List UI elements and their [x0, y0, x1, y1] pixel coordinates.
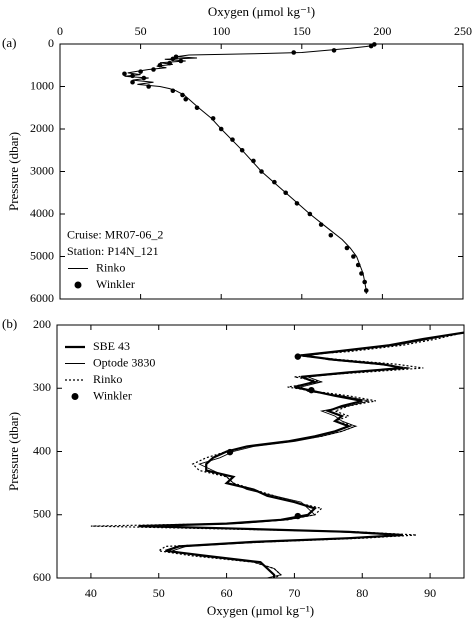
data-point — [230, 137, 235, 142]
data-point — [170, 88, 176, 94]
panel-label: (a) — [2, 35, 16, 50]
data-point — [151, 67, 156, 72]
x-tick-label: 50 — [135, 24, 147, 38]
x-axis-label: Oxygen (μmol kg⁻¹) — [208, 4, 315, 19]
data-point — [368, 43, 374, 49]
data-point — [167, 60, 172, 66]
data-point — [130, 73, 135, 79]
data-point — [146, 84, 151, 89]
x-tick-label: 150 — [293, 24, 311, 38]
data-point — [178, 58, 184, 64]
y-axis-label: Pressure (dbar) — [6, 412, 21, 491]
data-point — [355, 262, 361, 268]
x-tick-label: 50 — [153, 586, 165, 600]
x-tick-label: 250 — [454, 24, 472, 38]
data-point — [194, 105, 200, 111]
data-point — [359, 271, 364, 276]
data-point — [318, 222, 324, 227]
x-tick-label: 70 — [288, 586, 300, 600]
x-tick-label: 200 — [373, 24, 391, 38]
y-tick-label: 600 — [33, 570, 51, 584]
data-point — [363, 288, 369, 293]
data-point — [130, 79, 135, 85]
data-point — [307, 211, 313, 217]
y-tick-label: 500 — [33, 507, 51, 521]
data-point — [344, 245, 350, 251]
data-point — [218, 126, 224, 132]
legend-label: Winkler — [93, 388, 132, 402]
data-point — [328, 232, 334, 238]
legend-label: Optode 3830 — [93, 355, 155, 369]
legend-label: Winkler — [96, 277, 135, 291]
y-tick-label: 1000 — [30, 78, 54, 92]
data-point — [251, 158, 256, 164]
data-point — [291, 50, 297, 55]
x-tick-label: 60 — [221, 586, 233, 600]
data-point — [283, 190, 288, 196]
data-point — [226, 448, 234, 456]
legend-symbol — [74, 281, 82, 289]
data-point — [362, 279, 367, 285]
data-point — [170, 56, 176, 62]
data-point — [210, 116, 216, 121]
data-point — [259, 169, 264, 174]
data-point — [180, 92, 185, 98]
x-tick-label: 80 — [356, 586, 368, 600]
annotation: Cruise: MR07-06_2 — [67, 227, 163, 241]
profile-line — [124, 44, 377, 294]
data-point — [239, 147, 245, 153]
profile-line — [138, 331, 464, 578]
x-tick-label: 90 — [424, 586, 436, 600]
data-point — [272, 179, 277, 185]
y-tick-label: 4000 — [30, 206, 54, 220]
data-point — [138, 69, 143, 74]
annotation: Station: P14N_121 — [67, 244, 159, 258]
data-point — [294, 512, 302, 520]
profile-line — [145, 332, 464, 578]
y-tick-label: 200 — [33, 317, 51, 331]
x-tick-label: 40 — [85, 586, 97, 600]
profile-line — [90, 332, 464, 578]
legend-label: Rinko — [93, 372, 122, 386]
y-tick-label: 3000 — [30, 163, 54, 177]
data-point — [351, 254, 356, 259]
y-tick-label: 6000 — [30, 291, 54, 305]
legend-symbol — [71, 393, 79, 400]
data-point — [157, 62, 163, 68]
x-axis-label: Oxygen (μmol kg⁻¹) — [207, 603, 314, 618]
x-tick-label: 0 — [57, 24, 63, 38]
y-axis-label: Pressure (dbar) — [6, 132, 21, 211]
data-point — [122, 71, 127, 77]
legend-label: SBE 43 — [93, 339, 130, 353]
data-point — [183, 96, 189, 102]
data-point — [141, 75, 147, 81]
y-tick-label: 2000 — [30, 121, 54, 135]
data-point — [294, 201, 300, 206]
y-tick-label: 400 — [33, 443, 51, 457]
x-tick-label: 100 — [212, 24, 230, 38]
y-tick-label: 300 — [33, 380, 51, 394]
data-point — [294, 353, 302, 360]
legend-label: Rinko — [96, 260, 125, 274]
y-tick-label: 0 — [48, 36, 54, 50]
data-point — [331, 48, 337, 53]
data-point — [308, 386, 315, 394]
panel-label: (b) — [2, 316, 17, 331]
y-tick-label: 5000 — [30, 248, 54, 262]
